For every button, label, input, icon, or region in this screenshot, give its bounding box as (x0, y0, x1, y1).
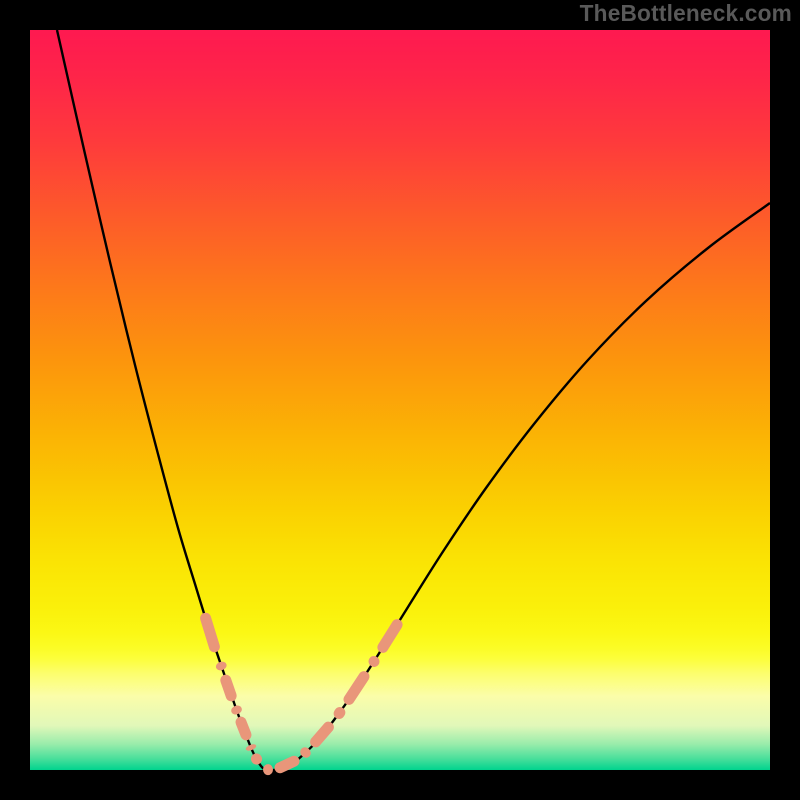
plot-svg (0, 0, 800, 800)
plot-area (30, 30, 770, 775)
gradient-background (30, 30, 770, 770)
watermark-text: TheBottleneck.com (580, 0, 792, 27)
canvas: TheBottleneck.com (0, 0, 800, 800)
